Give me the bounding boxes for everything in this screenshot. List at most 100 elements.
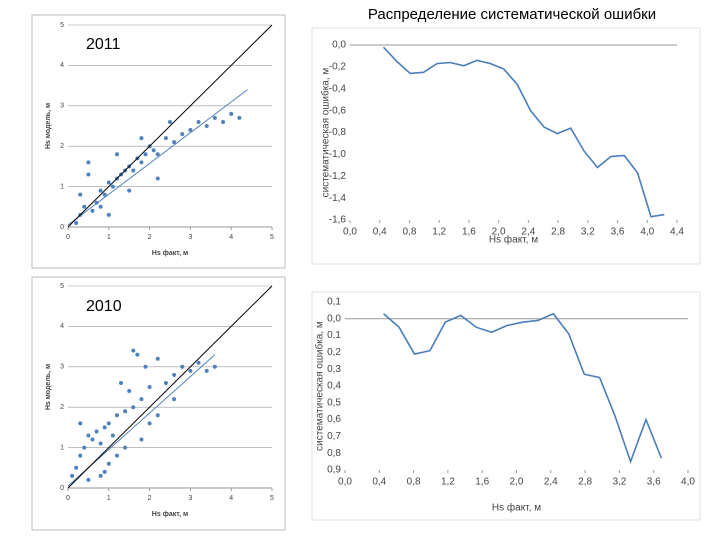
x-tick-label: 5 xyxy=(270,234,274,241)
x-tick-label: 2,0 xyxy=(510,477,524,488)
point xyxy=(139,397,144,402)
x-tick-label: 0 xyxy=(66,495,70,502)
x-tick-label: 1,2 xyxy=(441,477,455,488)
y-tick-label: -1,6 xyxy=(329,215,347,226)
point xyxy=(155,176,160,181)
point xyxy=(86,172,91,177)
y-tick-label: 0,7 xyxy=(327,431,341,442)
point xyxy=(131,168,136,173)
x-tick-label: 3,2 xyxy=(581,227,595,238)
point xyxy=(212,115,217,120)
point xyxy=(70,473,75,478)
point xyxy=(139,160,144,165)
x-tick-label: 2 xyxy=(148,234,152,241)
y-tick-label: 0,1 xyxy=(327,330,341,341)
x-tick-label: 4,0 xyxy=(640,227,654,238)
y-axis-title: систематическая ошибка, м xyxy=(320,68,332,198)
y-tick-label: 2 xyxy=(60,143,64,150)
point xyxy=(196,360,201,365)
point xyxy=(119,380,124,385)
panel-frame xyxy=(311,291,701,521)
point xyxy=(204,124,209,128)
point xyxy=(86,433,91,438)
y-tick-label: 5 xyxy=(60,22,64,29)
point xyxy=(110,433,115,438)
point xyxy=(74,465,79,470)
point xyxy=(98,204,103,209)
point xyxy=(123,445,128,450)
point xyxy=(94,429,99,434)
point xyxy=(123,409,128,414)
point xyxy=(86,477,91,482)
x-tick-label: 2,8 xyxy=(578,477,592,488)
point xyxy=(78,453,83,458)
y-tick-label: 0,0 xyxy=(327,313,341,324)
point xyxy=(155,152,160,157)
point xyxy=(163,380,168,385)
y-tick-label: -1,0 xyxy=(329,149,347,160)
point xyxy=(102,192,107,197)
x-tick-label: 1,6 xyxy=(475,477,489,488)
point xyxy=(86,160,91,165)
x-tick-label: 2,4 xyxy=(544,477,558,488)
x-tick-label: 0,8 xyxy=(407,477,421,488)
point xyxy=(229,111,234,116)
y-tick-label: 5 xyxy=(60,283,64,290)
y-tick-label: 2 xyxy=(60,404,64,411)
y-tick-label: -0,8 xyxy=(329,127,347,138)
point xyxy=(90,437,95,442)
point xyxy=(143,364,148,369)
point xyxy=(90,208,95,213)
panel-frame xyxy=(311,27,701,265)
x-tick-label: 2,8 xyxy=(551,227,565,238)
y-tick-label: 1 xyxy=(60,444,64,451)
point xyxy=(147,421,152,426)
point xyxy=(127,389,132,394)
y-axis-title: Hs модель, м xyxy=(45,103,52,149)
point xyxy=(127,188,132,193)
point xyxy=(147,385,152,389)
point xyxy=(78,192,83,197)
point xyxy=(143,152,148,157)
x-tick-label: 4,4 xyxy=(670,227,684,238)
line xyxy=(67,24,273,228)
point xyxy=(98,188,103,193)
x-tick-label: 1,2 xyxy=(432,227,446,238)
point xyxy=(78,421,83,426)
x-tick-label: 4 xyxy=(229,495,233,502)
x-tick-label: 0 xyxy=(66,234,70,241)
annotation: 2010 xyxy=(86,298,122,315)
point xyxy=(180,132,185,137)
y-tick-label: 0,2 xyxy=(327,347,341,358)
x-axis-title: Hs факт, м xyxy=(152,511,188,518)
point xyxy=(74,220,79,225)
y-tick-label: 0,3 xyxy=(327,364,341,375)
y-tick-label: -1,2 xyxy=(329,171,347,182)
panel-frame xyxy=(31,14,286,269)
point xyxy=(106,461,111,466)
y-tick-label: -0,2 xyxy=(329,62,347,73)
point xyxy=(155,356,160,361)
point xyxy=(102,469,107,474)
point xyxy=(180,364,185,369)
panel-frame xyxy=(31,276,286,531)
line xyxy=(67,285,273,489)
x-tick-label: 1,6 xyxy=(462,227,476,238)
point xyxy=(98,473,103,478)
point xyxy=(106,212,111,217)
y-tick-label: 3 xyxy=(60,364,64,371)
x-axis-title: Hs факт, м xyxy=(152,250,188,257)
y-tick-label: 3 xyxy=(60,103,64,110)
line xyxy=(383,312,663,464)
y-tick-label: 0 xyxy=(60,224,64,231)
x-tick-label: 0,0 xyxy=(343,227,357,238)
y-tick-label: -0,4 xyxy=(329,83,347,94)
x-tick-label: 2 xyxy=(148,495,152,502)
point xyxy=(135,352,140,357)
x-tick-label: 3,2 xyxy=(612,477,626,488)
y-tick-label: 0,1 xyxy=(327,297,341,308)
x-tick-label: 3,6 xyxy=(647,477,661,488)
x-tick-label: 0,4 xyxy=(373,227,387,238)
point xyxy=(172,397,177,402)
point xyxy=(139,437,144,442)
